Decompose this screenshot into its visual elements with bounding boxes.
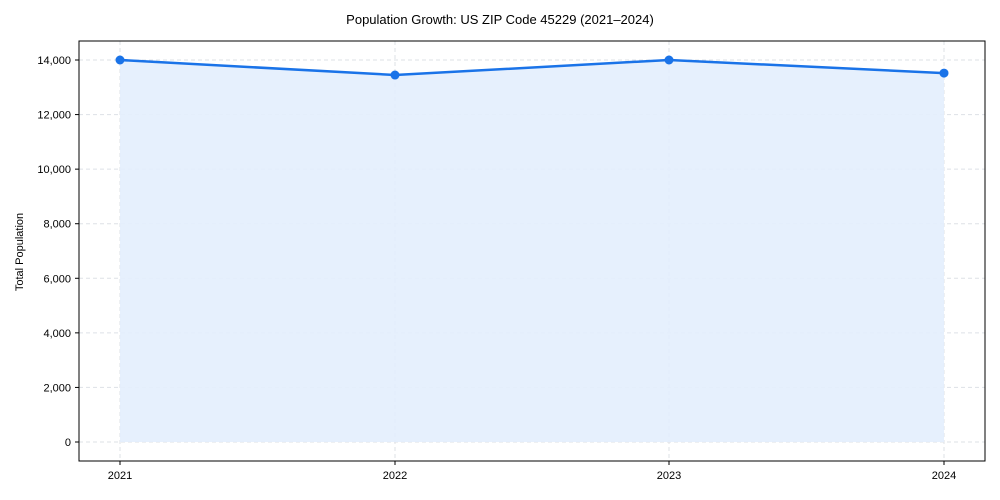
x-tick-label: 2021: [108, 470, 132, 482]
data-point: [390, 70, 400, 80]
y-tick-label: 14,000: [37, 55, 71, 67]
chart-title: Population Growth: US ZIP Code 45229 (20…: [346, 12, 654, 27]
data-point: [939, 68, 949, 78]
y-tick-label: 4,000: [43, 328, 71, 340]
y-tick-label: 6,000: [43, 273, 71, 285]
x-tick-label: 2023: [657, 470, 681, 482]
x-tick-label: 2022: [383, 470, 407, 482]
y-tick-label: 2,000: [43, 382, 71, 394]
y-tick-label: 0: [65, 437, 71, 449]
plot-frame: [78, 40, 986, 462]
data-point: [664, 55, 674, 65]
data-line: [119, 58, 945, 77]
y-tick-label: 12,000: [37, 110, 71, 122]
x-tick-label: 2024: [932, 470, 956, 482]
data-point: [115, 55, 125, 65]
y-tick-label: 10,000: [37, 164, 71, 176]
y-tick-label: 8,000: [43, 219, 71, 231]
area-fill: [120, 60, 944, 442]
